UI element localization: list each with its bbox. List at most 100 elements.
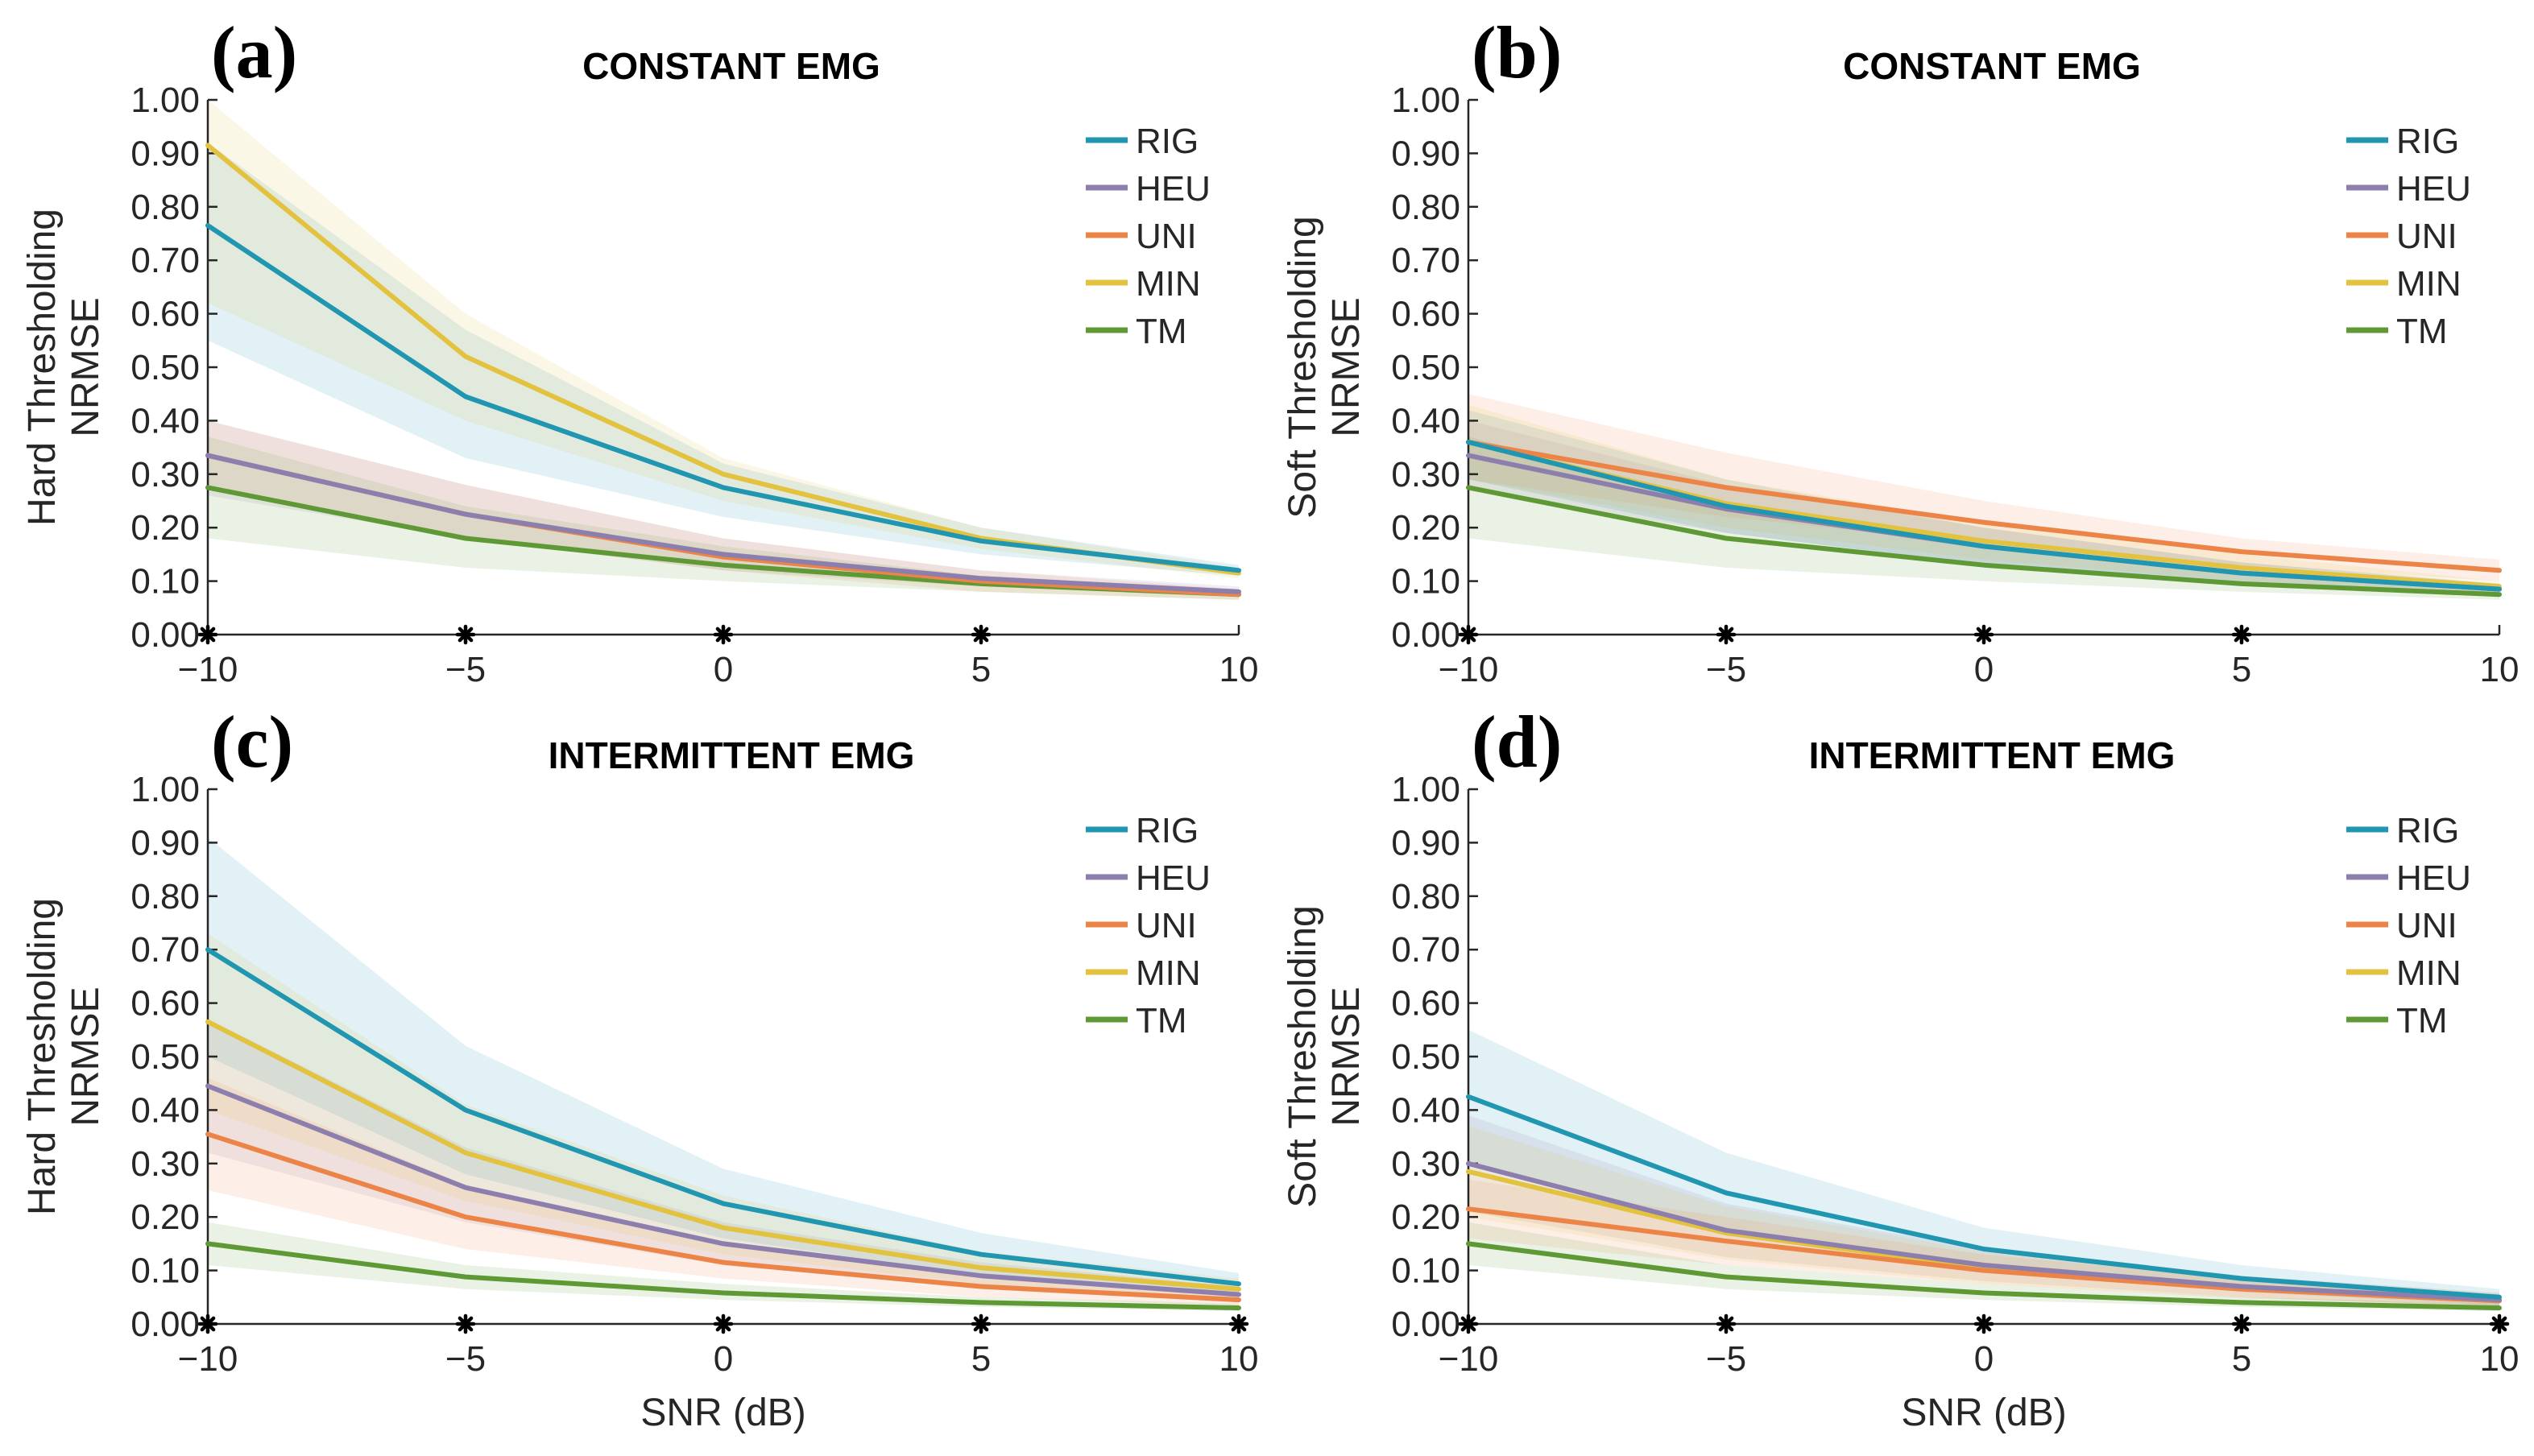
- y-axis-label-line1: Soft Thresholding: [1281, 905, 1324, 1207]
- significance-marker: [2231, 1313, 2252, 1334]
- significance-marker: [1458, 624, 1479, 645]
- x-tick-label: 0: [1974, 1339, 1994, 1379]
- y-tick-label: 0.30: [130, 455, 200, 494]
- x-tick-label: 5: [2232, 1339, 2251, 1379]
- x-tick-label: 10: [1219, 1339, 1259, 1379]
- y-tick-label: 0.80: [130, 877, 200, 916]
- legend-label-rig: RIG: [2396, 811, 2459, 850]
- y-axis-label-line2: NRMSE: [64, 297, 107, 436]
- x-tick-label: −5: [1706, 650, 1746, 689]
- panel-title: CONSTANT EMG: [1843, 45, 2141, 87]
- confidence-bands: [208, 100, 1239, 600]
- y-tick-label: 0.70: [1391, 241, 1460, 280]
- legend: RIG HEU UNI MIN TM: [2346, 811, 2471, 1040]
- y-tick-label: 0.90: [1391, 134, 1460, 173]
- y-tick-label: 0.00: [130, 1305, 200, 1344]
- y-axis-label-line2: NRMSE: [64, 987, 107, 1126]
- band-min: [208, 100, 1239, 579]
- y-tick-label: 0.30: [1391, 455, 1460, 494]
- significance-marker: [1458, 1313, 1479, 1334]
- confidence-bands: [208, 837, 1239, 1312]
- x-tick-label: 10: [2480, 650, 2520, 689]
- legend-label-uni: UNI: [1136, 217, 1197, 256]
- series-lines: [1466, 440, 2502, 598]
- y-tick-label: 1.00: [130, 81, 200, 120]
- legend-label-tm: TM: [1136, 312, 1187, 351]
- x-tick-label: 0: [714, 1339, 733, 1379]
- y-tick-label: 0.50: [130, 1037, 200, 1077]
- line-rig: [1466, 440, 2502, 592]
- y-tick-label: 0.40: [1391, 401, 1460, 441]
- y-tick-label: 0.10: [130, 562, 200, 602]
- legend-label-tm: TM: [2396, 312, 2448, 351]
- panel-c: 0.00 0.10 0.20 0.30 0.40 0.50 0.60 0.70 0.80 0.90…: [21, 701, 1258, 1434]
- legend-label-min: MIN: [1136, 953, 1201, 993]
- panel-d: 0.00 0.10 0.20 0.30 0.40 0.50 0.60 0.70 0.80 0.90…: [1281, 701, 2519, 1434]
- legend-label-heu: HEU: [1136, 169, 1211, 209]
- significance-marker: [713, 624, 734, 645]
- y-tick-label: 0.20: [1391, 508, 1460, 548]
- line-uni: [205, 1131, 1241, 1303]
- y-tick-label: 0.50: [1391, 1037, 1460, 1077]
- y-tick-label: 0.70: [130, 930, 200, 970]
- panel-a: 0.00 0.10 0.20 0.30 0.40 0.50 0.60 0.70 0.80 0.90…: [21, 11, 1258, 689]
- y-tick-label: 0.10: [1391, 1251, 1460, 1291]
- significance-marker: [197, 624, 218, 645]
- legend-label-min: MIN: [2396, 264, 2462, 304]
- panel-title: INTERMITTENT EMG: [549, 734, 915, 776]
- line-tm: [1466, 1241, 2502, 1311]
- panel-b: 0.00 0.10 0.20 0.30 0.40 0.50 0.60 0.70 0.80 0.90…: [1281, 11, 2519, 689]
- panel-label: (a): [211, 11, 297, 93]
- y-tick-label: 0.60: [130, 295, 200, 334]
- line-rig: [205, 947, 1241, 1287]
- y-tick-label: 0.00: [130, 615, 200, 655]
- y-axis-label-line1: Hard Thresholding: [21, 898, 64, 1215]
- x-tick-label: −5: [445, 1339, 486, 1379]
- y-tick-label: 0.10: [1391, 562, 1460, 602]
- series-lines: [1466, 1094, 2502, 1311]
- line-heu: [205, 453, 1241, 594]
- significance-marker: [455, 1313, 476, 1334]
- x-tick-label: 5: [971, 1339, 991, 1379]
- y-tick-label: 1.00: [1391, 81, 1460, 120]
- x-tick-label: 0: [1974, 650, 1994, 689]
- y-tick-label: 0.40: [130, 1090, 200, 1130]
- legend: RIG HEU UNI MIN TM: [2346, 122, 2471, 351]
- x-tick-label: −5: [1706, 1339, 1746, 1379]
- y-tick-label: 0.80: [1391, 188, 1460, 227]
- y-tick-label: 0.90: [1391, 823, 1460, 862]
- significance-marker: [1973, 624, 1994, 645]
- y-axis-label-line1: Soft Thresholding: [1281, 216, 1324, 518]
- band-tm: [208, 436, 1239, 600]
- significance-marker: [197, 1313, 218, 1334]
- legend-label-heu: HEU: [1136, 858, 1211, 898]
- panel-label: (d): [1472, 701, 1562, 783]
- significance-marker: [1716, 1313, 1737, 1334]
- y-tick-label: 0.20: [1391, 1197, 1460, 1237]
- significance-marker: [1228, 1313, 1249, 1334]
- line-rig: [205, 223, 1241, 573]
- significance-marker: [1716, 624, 1737, 645]
- x-tick-label: 0: [714, 650, 733, 689]
- band-heu: [208, 420, 1239, 598]
- legend-label-heu: HEU: [2396, 169, 2471, 209]
- x-tick-label: −10: [1439, 1339, 1499, 1379]
- legend: RIG HEU UNI MIN TM: [1086, 811, 1211, 1040]
- line-tm: [205, 1241, 1241, 1311]
- y-tick-label: 0.30: [130, 1144, 200, 1184]
- x-axis-label: SNR (dB): [1901, 1392, 2066, 1434]
- y-tick-label: 0.80: [1391, 877, 1460, 916]
- band-rig: [1468, 410, 2499, 595]
- band-uni: [208, 1078, 1239, 1305]
- legend-label-tm: TM: [1136, 1001, 1187, 1040]
- legend-label-rig: RIG: [2396, 122, 2459, 161]
- series-lines: [205, 143, 1241, 598]
- legend-label-uni: UNI: [1136, 906, 1197, 945]
- panel-label: (b): [1472, 11, 1562, 93]
- y-tick-label: 1.00: [1391, 770, 1460, 809]
- legend-label-uni: UNI: [2396, 217, 2457, 256]
- x-tick-label: −10: [1439, 650, 1499, 689]
- x-tick-label: −10: [178, 650, 238, 689]
- band-tm: [1468, 1222, 2499, 1312]
